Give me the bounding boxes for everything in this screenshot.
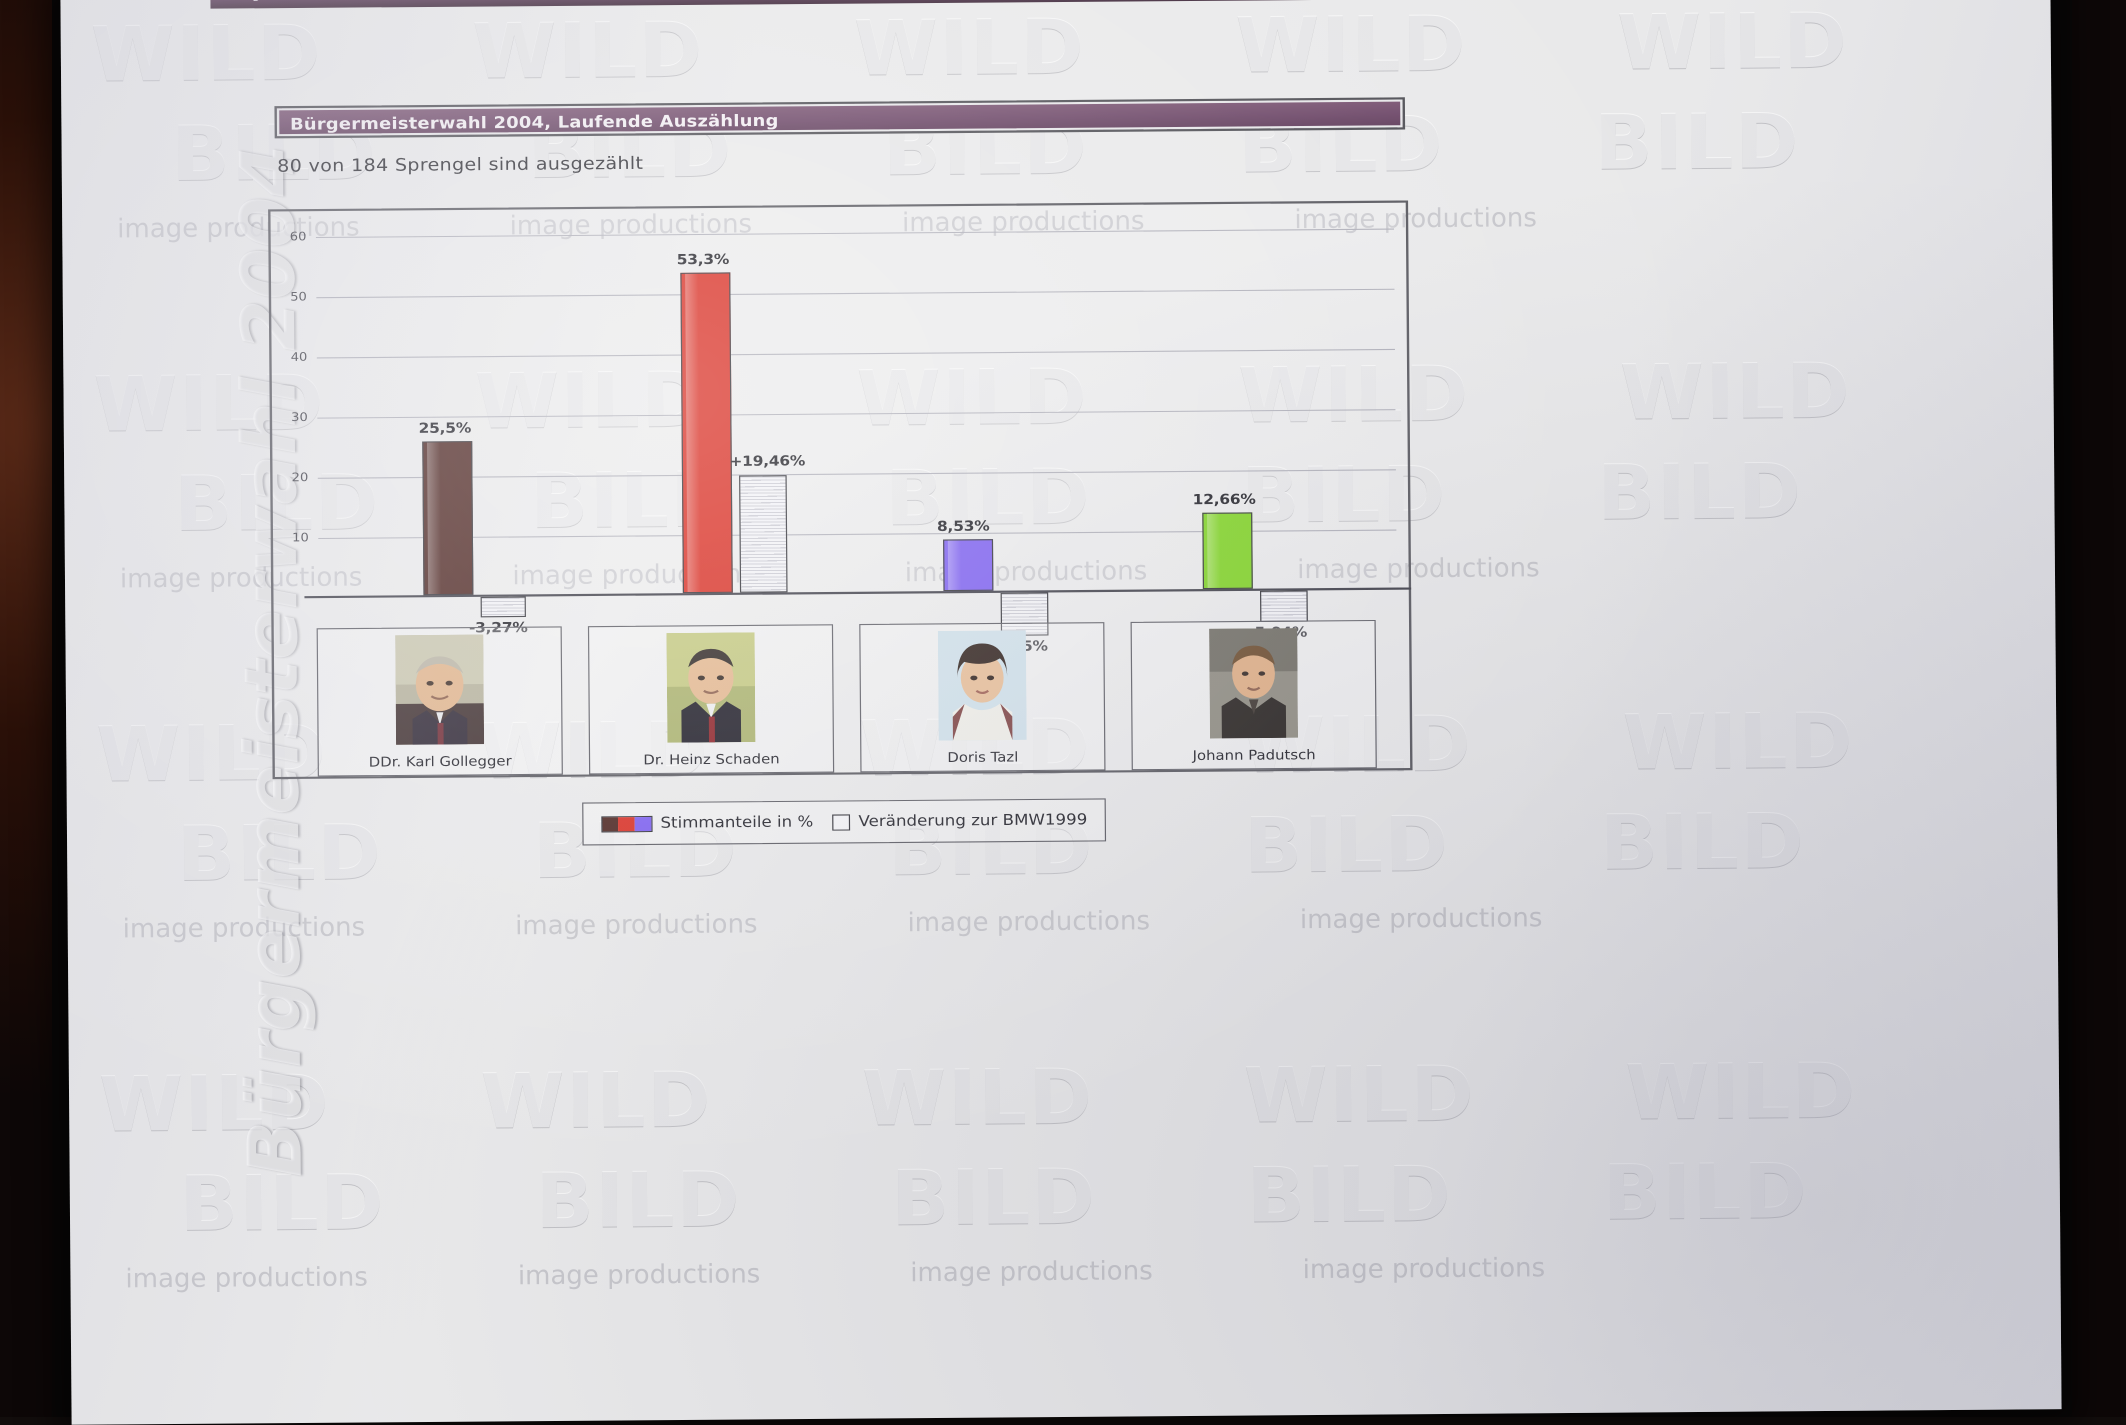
browser-titlebar[interactable]: Bürgermeisterwahl 2004 - Microsoft Inter…	[210, 0, 1528, 9]
candidate-name-padutsch: Johann Padutsch	[1133, 746, 1376, 764]
candidate-name-tazl: Doris Tazl	[861, 748, 1104, 766]
watermark-wild: WILD	[854, 2, 1086, 93]
legend-swatch-votes	[601, 815, 652, 832]
candidate-photo-gollegger	[395, 635, 484, 745]
watermark-wild: WILD	[472, 5, 704, 96]
election-results-app: Bürgermeisterwahl 2004, Laufende Auszähl…	[267, 95, 1681, 1374]
candidate-photo-schaden	[667, 632, 756, 742]
watermark-wild-row-1: WILD WILD WILD WILD WILD	[91, 0, 1850, 99]
gridline-30	[317, 409, 1395, 419]
candidate-name-gollegger: DDr. Karl Gollegger	[319, 752, 562, 770]
gridline-20	[318, 469, 1396, 479]
ytick-10: 10	[278, 531, 309, 545]
watermark-wild: WILD	[1235, 0, 1467, 90]
gridline-40	[317, 349, 1395, 359]
candidate-name-schaden: Dr. Heinz Schaden	[590, 750, 833, 768]
legend-item-change[interactable]: Veränderung zur BMW1999	[832, 811, 1087, 830]
ytick-20: 20	[277, 470, 308, 484]
bar-label-votes-schaden: 53,3%	[677, 252, 730, 269]
bar-label-change-schaden: +19,46%	[729, 454, 805, 471]
watermark-wild: WILD	[1617, 0, 1849, 87]
legend-item-votes[interactable]: Stimmanteile in %	[601, 814, 814, 833]
screen-surface: Bürgermeisterwahl 2004 - Microsoft Inter…	[60, 0, 2061, 1425]
gridline-60	[316, 229, 1394, 239]
legend-label-votes: Stimmanteile in %	[660, 814, 813, 832]
chart-frame: 60 50 40 30 20 10 25,5% -3,2	[268, 200, 1412, 779]
candidate-card-schaden[interactable]: Dr. Heinz Schaden	[588, 624, 834, 774]
ytick-50: 50	[276, 290, 307, 304]
candidate-card-gollegger[interactable]: DDr. Karl Gollegger	[317, 626, 563, 776]
bar-label-votes-padutsch: 12,66%	[1193, 492, 1256, 509]
candidate-card-list: DDr. Karl Gollegger	[317, 620, 1377, 779]
ytick-30: 30	[277, 410, 308, 424]
bar-votes-schaden[interactable]	[680, 272, 732, 593]
bar-change-padutsch[interactable]	[1260, 590, 1308, 622]
page-title: Bürgermeisterwahl 2004, Laufende Auszähl…	[274, 97, 1405, 138]
bar-votes-tazl[interactable]	[943, 539, 993, 591]
counting-status: 80 von 184 Sprengel sind ausgezählt	[277, 153, 643, 176]
bar-change-gollegger[interactable]	[481, 597, 526, 618]
bar-label-votes-tazl: 8,53%	[937, 519, 990, 536]
ytick-40: 40	[276, 350, 307, 364]
plot-area: 60 50 40 30 20 10 25,5% -3,2	[302, 218, 1397, 596]
bar-label-votes-gollegger: 25,5%	[419, 421, 472, 438]
candidate-photo-tazl	[938, 630, 1027, 740]
ytick-60: 60	[275, 230, 306, 244]
candidate-photo-padutsch	[1209, 628, 1298, 738]
legend-label-change: Veränderung zur BMW1999	[858, 811, 1087, 830]
legend-swatch-change	[832, 814, 850, 830]
bar-votes-padutsch[interactable]	[1202, 512, 1253, 589]
candidate-card-padutsch[interactable]: Johann Padutsch	[1131, 620, 1377, 770]
bar-change-schaden[interactable]	[739, 475, 788, 593]
gridline-50	[316, 289, 1394, 299]
bar-votes-gollegger[interactable]	[422, 441, 473, 595]
candidate-card-tazl[interactable]: Doris Tazl	[859, 622, 1105, 772]
chart-legend: Stimmanteile in % Veränderung zur BMW199…	[582, 798, 1106, 845]
watermark-wild: WILD	[91, 8, 323, 99]
